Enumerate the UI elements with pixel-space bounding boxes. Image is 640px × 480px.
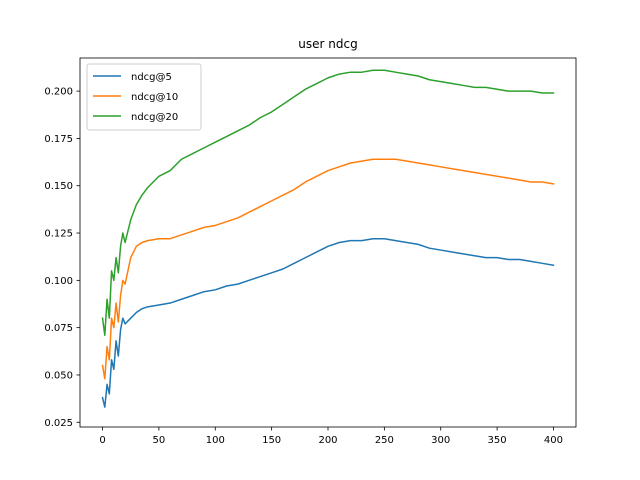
y-tick-label: 0.075	[44, 323, 73, 334]
legend-label: ndcg@20	[131, 112, 178, 123]
axes: 0 50 100 150 200 250 300 350 400 0.025 0.050 0.075 0…	[44, 57, 577, 446]
y-tick-label: 0.100	[44, 276, 73, 287]
x-tick-label: 50	[153, 435, 166, 446]
y-tick-label: 0.175	[44, 134, 73, 145]
x-tick-label: 0	[99, 435, 105, 446]
y-tick-label: 0.125	[44, 229, 73, 240]
y-tick-label: 0.150	[44, 181, 73, 192]
legend-label: ndcg@5	[131, 72, 172, 83]
legend-box	[86, 63, 202, 131]
x-tick-label: 300	[431, 435, 450, 446]
y-tick-label: 0.200	[44, 87, 73, 98]
legend-label: ndcg@10	[131, 92, 178, 103]
series-line-ndcg-20	[101, 69, 555, 336]
x-tick-label: 150	[262, 435, 281, 446]
series-line-ndcg-5	[101, 237, 555, 408]
legend: ndcg@5 ndcg@10 ndcg@20	[86, 63, 202, 131]
x-tick-label: 400	[544, 435, 563, 446]
y-tick-label: 0.025	[44, 418, 73, 429]
x-tick-label: 350	[488, 435, 507, 446]
x-tick-label: 250	[375, 435, 394, 446]
x-tick-label: 100	[206, 435, 225, 446]
x-tick-label: 200	[318, 435, 337, 446]
chart-title: user ndcg	[298, 37, 357, 51]
y-tick-label: 0.050	[44, 370, 73, 381]
plot-area	[101, 69, 555, 408]
series-line-ndcg-10	[101, 158, 555, 380]
